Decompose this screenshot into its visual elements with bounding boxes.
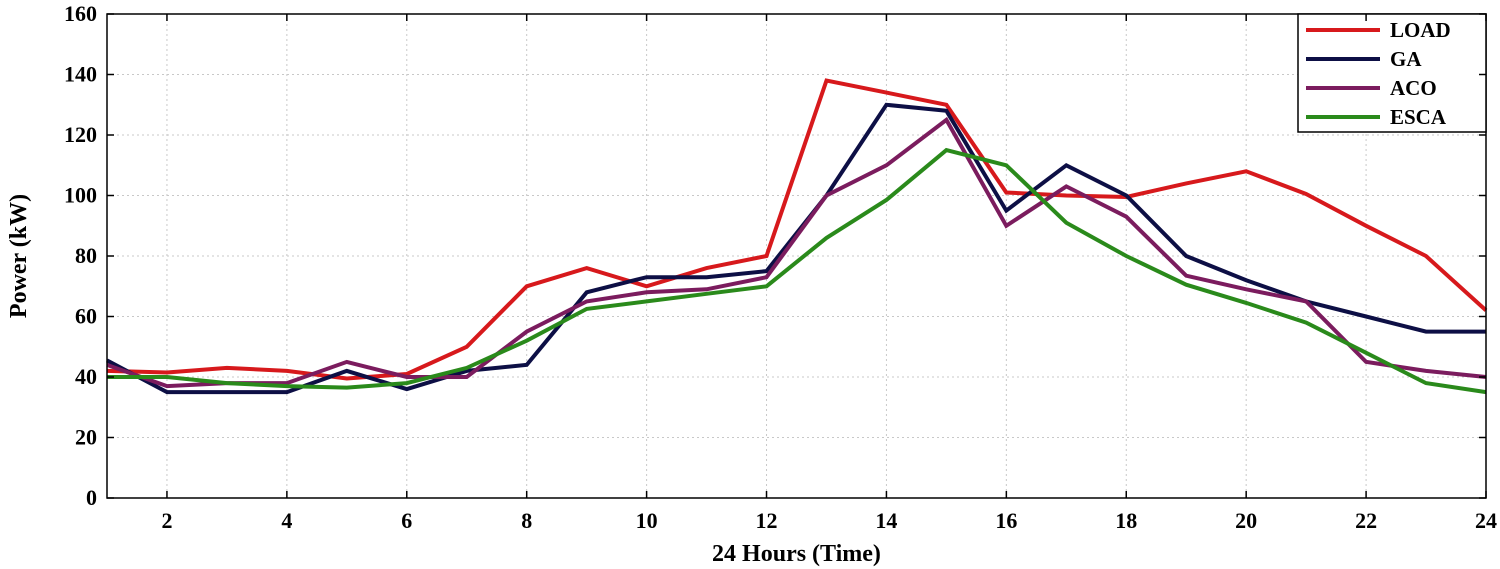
y-tick-label: 120	[64, 122, 97, 147]
x-tick-label: 20	[1235, 508, 1257, 533]
x-tick-label: 18	[1115, 508, 1137, 533]
x-tick-label: 2	[161, 508, 172, 533]
x-tick-label: 16	[995, 508, 1017, 533]
x-tick-label: 4	[281, 508, 292, 533]
series-line-aco	[106, 116, 1487, 389]
series-line-load	[106, 78, 1488, 381]
x-tick-label: 14	[875, 508, 897, 533]
series-lines	[106, 78, 1488, 395]
legend-label-aco: ACO	[1390, 76, 1437, 100]
y-tick-label: 20	[75, 425, 97, 450]
legend-label-load: LOAD	[1390, 18, 1451, 42]
legend-box	[1297, 13, 1487, 133]
x-axis-label: 24 Hours (Time)	[712, 541, 881, 567]
grid	[107, 14, 1486, 498]
y-tick-label: 80	[75, 243, 97, 268]
x-tick-labels: 2 4 6 8 10 12 14 16 18 20 22 24	[161, 508, 1497, 533]
y-tick-label: 140	[64, 62, 97, 87]
series-line-ga	[106, 102, 1486, 395]
x-tick-label: 8	[521, 508, 532, 533]
y-tick-labels: 0 20 40 60 80 100 120 140 160	[64, 1, 97, 510]
series-line-esca	[107, 147, 1487, 395]
x-tick-label: 22	[1355, 508, 1377, 533]
legend-label-esca: ESCA	[1390, 105, 1447, 129]
x-tick-label: 24	[1475, 508, 1497, 533]
y-tick-label: 160	[64, 1, 97, 26]
y-axis-label: Power (kW)	[6, 194, 32, 318]
x-tick-label: 10	[636, 508, 658, 533]
legend-label-ga: GA	[1390, 47, 1422, 71]
y-tick-label: 100	[64, 183, 97, 208]
x-tick-label: 6	[401, 508, 412, 533]
y-tick-label: 0	[86, 485, 97, 510]
legend: LOAD GA ACO ESCA	[1297, 13, 1487, 133]
x-tick-label: 12	[756, 508, 778, 533]
y-tick-label: 60	[75, 304, 97, 329]
y-tick-label: 40	[75, 364, 97, 389]
